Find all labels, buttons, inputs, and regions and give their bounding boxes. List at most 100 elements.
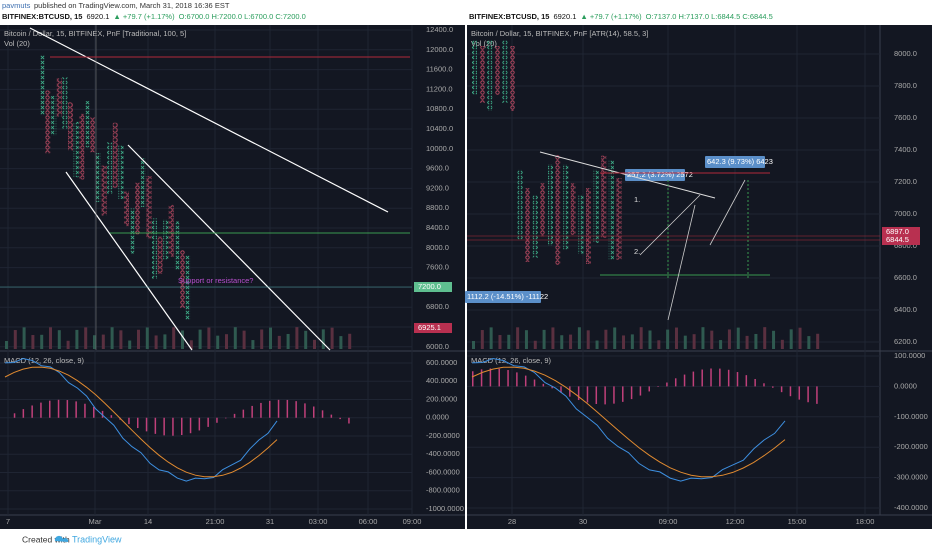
macd-histogram <box>507 370 509 387</box>
macd-tick-label: -400.0000 <box>894 503 928 512</box>
volume-bar <box>13 330 17 349</box>
volume-bar <box>648 330 652 349</box>
volume-bar <box>101 334 105 349</box>
macd-histogram <box>727 369 730 387</box>
volume-bar <box>251 340 255 349</box>
volume-bar <box>533 340 537 349</box>
ticker-symbol: BITFINEX:BTCUSD, 15 <box>469 12 549 21</box>
publisher: pavmuts <box>2 1 31 10</box>
macd-histogram <box>189 417 192 434</box>
volume-bar <box>489 327 493 349</box>
macd-histogram <box>269 400 271 418</box>
time-tick-label: 12:00 <box>726 517 745 526</box>
volume-bar <box>472 341 475 349</box>
volume-bar <box>198 329 202 349</box>
volume-bar <box>313 339 316 349</box>
volume-bar <box>772 330 776 349</box>
right-panel <box>467 25 932 529</box>
time-tick-label: 28 <box>508 517 516 526</box>
pnf-column <box>593 169 599 243</box>
created-with: Created with <box>22 534 70 544</box>
logo <box>54 535 69 542</box>
macd-histogram <box>622 386 624 402</box>
annotation: 642.3 (9.73%) 6423 <box>707 157 773 166</box>
pnf-column <box>563 164 569 251</box>
pnf-column <box>502 40 508 103</box>
macd-histogram <box>692 371 695 387</box>
macd-histogram <box>816 386 818 404</box>
pnf-column <box>101 165 107 216</box>
price-tick-label: 8800.0 <box>426 203 449 212</box>
volume-bar <box>154 335 158 349</box>
macd-histogram <box>66 400 69 418</box>
macd-histogram <box>577 386 580 401</box>
macd-histogram <box>736 372 739 387</box>
pnf-column <box>140 158 146 208</box>
macd-histogram <box>163 417 165 436</box>
macd-histogram <box>710 368 712 387</box>
pnf-column <box>40 55 45 115</box>
volume-bar <box>630 334 634 349</box>
macd-histogram <box>586 386 589 403</box>
macd-histogram <box>321 410 324 418</box>
price-tick-label: 6800.0 <box>894 241 917 250</box>
price-tag-label: 6897.0 <box>886 227 909 236</box>
macd-histogram <box>772 386 774 388</box>
pnf-column <box>62 77 68 129</box>
macd-histogram <box>569 386 571 397</box>
pnf-column <box>608 159 614 261</box>
volume-bar <box>295 327 299 349</box>
price-tick-label: 7000.0 <box>894 209 917 218</box>
ticker-ohlc: O:7137.0 H:7137.0 L:6844.5 C:6844.5 <box>646 12 773 21</box>
volume-bar <box>163 334 167 349</box>
ticker-last: 6920.1 <box>86 12 109 21</box>
annotation: 2. <box>634 247 640 256</box>
pnf-column <box>90 117 96 153</box>
time-tick-label: 03:00 <box>309 517 328 526</box>
volume-bar <box>569 334 573 349</box>
macd-histogram <box>84 403 86 418</box>
volume-bar <box>172 327 176 349</box>
annotation-box <box>705 156 765 168</box>
macd-histogram <box>533 379 536 387</box>
pnf-column <box>487 40 493 111</box>
volume-bar <box>516 327 520 349</box>
macd-tick-label: 100.0000 <box>894 351 925 360</box>
volume-bar <box>49 327 52 349</box>
price-tick-label: 7600.0 <box>426 263 449 272</box>
macd-histogram <box>225 417 227 419</box>
price-tick-label: 10800.0 <box>426 104 453 113</box>
macd-tick-label: 0.0000 <box>894 381 917 390</box>
macd-histogram <box>472 371 474 387</box>
macd-histogram <box>719 368 721 387</box>
volume-bar <box>40 334 44 349</box>
volume-bar <box>277 335 281 349</box>
macd-histogram <box>233 413 236 418</box>
volume-bar <box>789 329 793 349</box>
arrow <box>667 204 696 321</box>
trend-line <box>127 144 331 351</box>
time-tick-label: 06:00 <box>359 517 378 526</box>
volume-label: Vol (20) <box>471 39 497 48</box>
macd-histogram <box>75 401 77 418</box>
volume-bar <box>321 329 325 349</box>
macd-histogram <box>260 402 262 418</box>
price-tick-label: 6000.0 <box>426 342 449 351</box>
volume-bar <box>542 329 546 349</box>
price-tick-label: 11200.0 <box>426 84 453 93</box>
volume-bar <box>613 327 617 349</box>
volume-bar <box>622 335 626 349</box>
annotation-box <box>465 291 541 303</box>
macd-histogram <box>101 410 104 418</box>
macd-histogram <box>181 417 183 436</box>
volume-bar <box>260 329 264 349</box>
volume-bar <box>807 336 811 349</box>
price-tick-label: 8000.0 <box>426 243 449 252</box>
macd-histogram <box>674 378 677 387</box>
macd-histogram <box>542 383 545 387</box>
volume-bar <box>93 335 96 349</box>
macd-histogram <box>295 401 297 418</box>
macd-histogram <box>339 417 341 420</box>
pnf-column <box>163 219 169 260</box>
pnf-column <box>517 169 523 240</box>
